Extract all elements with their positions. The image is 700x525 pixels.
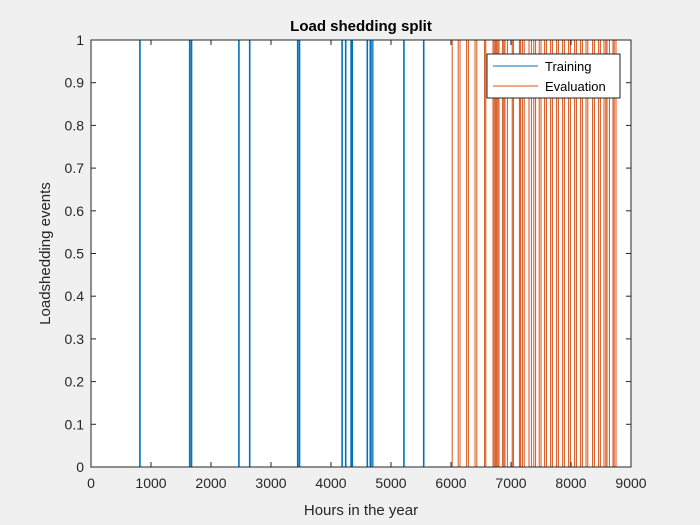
y-tick-label: 1 xyxy=(76,32,84,48)
x-tick-label: 5000 xyxy=(375,475,406,491)
x-axis-label: Hours in the year xyxy=(304,502,418,519)
y-tick-label: 0.9 xyxy=(65,75,85,91)
y-tick-label: 0.4 xyxy=(65,288,85,304)
chart-title: Load shedding split xyxy=(290,18,432,35)
legend-label-evaluation: Evaluation xyxy=(545,79,606,94)
y-tick-label: 0 xyxy=(76,459,84,475)
x-tick-label: 0 xyxy=(87,475,95,491)
y-tick-label: 0.6 xyxy=(65,203,85,219)
x-tick-label: 7000 xyxy=(495,475,526,491)
x-tick-label: 9000 xyxy=(615,475,646,491)
y-tick-label: 0.2 xyxy=(65,374,85,390)
x-tick-label: 6000 xyxy=(435,475,466,491)
x-tick-label: 4000 xyxy=(315,475,346,491)
x-tick-label: 2000 xyxy=(195,475,226,491)
y-tick-label: 0.3 xyxy=(65,331,85,347)
x-tick-label: 1000 xyxy=(135,475,166,491)
y-tick-label: 0.5 xyxy=(65,246,85,262)
plot-area xyxy=(91,40,631,467)
y-tick-label: 0.7 xyxy=(65,160,85,176)
y-axis-label: Loadshedding events xyxy=(37,182,54,325)
y-tick-label: 0.1 xyxy=(65,416,85,432)
x-tick-label: 3000 xyxy=(255,475,286,491)
x-tick-label: 8000 xyxy=(555,475,586,491)
y-tick-label: 0.8 xyxy=(65,117,85,133)
legend-label-training: Training xyxy=(545,59,591,74)
legend: Training Evaluation xyxy=(487,54,620,98)
